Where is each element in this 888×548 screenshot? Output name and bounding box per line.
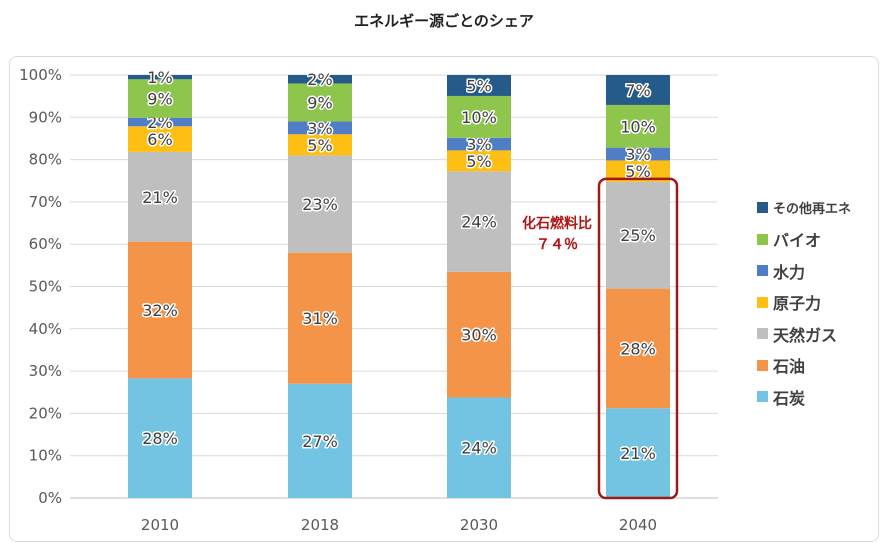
x-tick-label: 2018	[301, 516, 339, 534]
data-label: 5%	[466, 76, 491, 95]
y-tick-label: 80%	[29, 151, 62, 169]
data-label: 24%	[461, 439, 497, 458]
data-label: 5%	[307, 136, 332, 155]
bar-segment	[606, 181, 670, 289]
bar-segment	[128, 378, 192, 498]
highlight-box	[597, 177, 679, 500]
bar-segment	[606, 288, 670, 409]
y-tick-label: 60%	[29, 235, 62, 253]
y-tick-label: 50%	[29, 278, 62, 296]
bar-segment	[447, 137, 511, 151]
bar-segment	[288, 383, 352, 498]
data-label: 23%	[302, 195, 338, 214]
legend-label: バイオ	[773, 231, 822, 251]
data-label: 2%	[307, 70, 332, 89]
legend-swatch	[757, 265, 768, 277]
annotation-value: ７４％	[536, 237, 578, 253]
legend-label: その他再エネ	[773, 202, 852, 218]
bar-segment	[128, 126, 192, 152]
data-label: 3%	[625, 145, 650, 164]
y-tick-label: 30%	[29, 362, 62, 380]
data-label: 28%	[142, 429, 178, 448]
bar-segment	[447, 95, 511, 138]
y-tick-label: 20%	[29, 404, 62, 422]
x-tick-label: 2030	[460, 516, 498, 534]
data-label: 25%	[620, 226, 656, 245]
bar-segment	[606, 75, 670, 105]
legend-swatch	[757, 202, 768, 214]
legend-item: 原子力	[757, 287, 851, 319]
data-label: 27%	[302, 432, 338, 451]
legend-item: 水力	[757, 255, 851, 287]
y-tick-label: 40%	[29, 320, 62, 338]
data-label: 28%	[620, 339, 656, 358]
data-label: 21%	[142, 188, 178, 207]
bar-segment	[606, 408, 670, 498]
data-label: 10%	[461, 108, 497, 127]
data-label: 32%	[142, 301, 178, 320]
bar-segment	[128, 79, 192, 118]
data-label: 3%	[307, 119, 332, 138]
data-label: 6%	[147, 130, 172, 149]
bar-segment	[288, 83, 352, 122]
bar-segment	[447, 271, 511, 398]
y-tick-label: 10%	[29, 447, 62, 465]
bar-segment	[288, 75, 352, 84]
x-tick-label: 2040	[619, 516, 657, 534]
data-label: 9%	[307, 93, 332, 112]
data-label: 5%	[466, 152, 491, 171]
bar-segment	[128, 151, 192, 242]
legend-item: バイオ	[757, 224, 851, 256]
bar-segment	[606, 104, 670, 148]
bar-segment	[447, 171, 511, 272]
data-label: 21%	[620, 444, 656, 463]
y-tick-label: 70%	[29, 193, 62, 211]
data-label: 7%	[625, 81, 650, 100]
bar-segment	[447, 150, 511, 172]
legend-label: 石炭	[773, 388, 806, 408]
bar-segment	[288, 155, 352, 253]
annotation-label: 化石燃料比	[522, 215, 592, 232]
bar-segment	[447, 397, 511, 498]
bar-segment	[288, 134, 352, 156]
y-tick-label: 0%	[38, 489, 62, 507]
legend-item: 石炭	[757, 381, 851, 413]
data-label: 31%	[302, 309, 338, 328]
legend-swatch	[757, 328, 768, 340]
legend-item: その他再エネ	[757, 192, 851, 224]
bar-segment	[128, 75, 192, 80]
bar-segment	[128, 117, 192, 127]
data-label: 1%	[147, 68, 172, 87]
data-label: 10%	[620, 117, 656, 136]
data-label: 9%	[147, 90, 172, 109]
chart-title: エネルギー源ごとのシェア	[354, 12, 534, 30]
data-label: 30%	[461, 326, 497, 345]
legend-swatch	[757, 296, 768, 308]
legend-swatch	[757, 359, 768, 371]
bar-segment	[288, 121, 352, 135]
legend-item: 石油	[757, 350, 851, 382]
y-tick-label: 100%	[19, 66, 62, 84]
legend-swatch	[757, 391, 768, 403]
data-label: 5%	[625, 162, 650, 181]
data-label: 3%	[466, 135, 491, 154]
legend-label: 天然ガス	[773, 325, 838, 345]
bar-segment	[128, 241, 192, 379]
legend: その他再エネバイオ水力原子力天然ガス石油石炭	[757, 192, 851, 413]
bar-segment	[447, 75, 511, 96]
legend-label: 原子力	[773, 294, 822, 314]
legend-item: 天然ガス	[757, 318, 851, 350]
bar-segment	[288, 252, 352, 384]
legend-swatch	[757, 233, 768, 245]
bar-segment	[606, 160, 670, 182]
y-tick-label: 90%	[29, 108, 62, 126]
bar-segment	[606, 147, 670, 161]
x-tick-label: 2010	[141, 516, 179, 534]
data-label: 24%	[461, 213, 497, 232]
legend-label: 石油	[773, 357, 806, 377]
legend-label: 水力	[773, 262, 806, 282]
